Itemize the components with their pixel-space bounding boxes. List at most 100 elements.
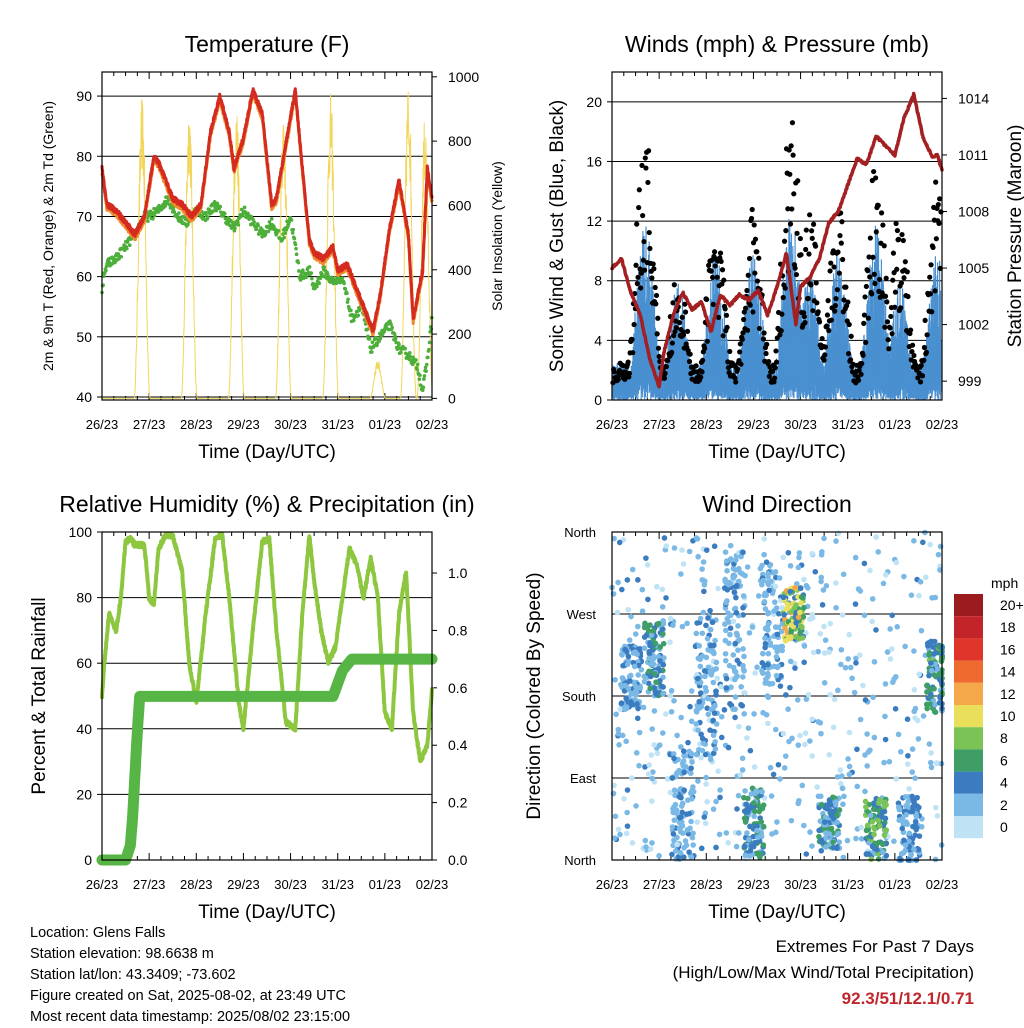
gust-point xyxy=(840,256,846,263)
wind-direction-point xyxy=(795,614,802,620)
gust-point xyxy=(791,191,797,197)
legend-label: 8 xyxy=(1000,730,1008,746)
wind-direction-point xyxy=(712,637,718,644)
wind-direction-point xyxy=(835,530,842,537)
gust-point xyxy=(898,280,904,286)
dewpoint-point xyxy=(251,217,255,222)
y2-tick-label: 600 xyxy=(448,197,472,213)
wind-direction-point xyxy=(847,664,854,671)
wind-direction-point xyxy=(846,631,853,638)
gust-point xyxy=(886,346,892,352)
extremes-values: 92.3/51/12.1/0.71 xyxy=(841,989,974,1008)
gust-point xyxy=(722,306,728,312)
wind-direction-point xyxy=(632,649,639,655)
y2-tick-label: 0.2 xyxy=(448,795,468,811)
wind-direction-point xyxy=(631,663,638,670)
gust-point xyxy=(670,300,676,306)
wind-direction-point xyxy=(826,751,832,758)
gust-point xyxy=(836,270,842,276)
y-tick-label: East xyxy=(570,771,596,786)
gust-point xyxy=(702,345,708,351)
gust-point xyxy=(821,357,827,363)
wind-direction-point xyxy=(776,575,783,581)
gust-point xyxy=(875,202,881,209)
dewpoint-point xyxy=(256,223,260,228)
y-tick-label: North xyxy=(564,525,596,540)
wind-direction-point xyxy=(724,567,730,574)
wind-direction-point xyxy=(815,718,822,725)
wind-direction-point xyxy=(651,708,658,714)
wind-direction-point xyxy=(828,813,835,819)
wind-direction-point xyxy=(911,648,917,654)
dewpoint-point xyxy=(233,226,237,231)
wind-direction-point xyxy=(732,605,739,612)
wind-direction-point xyxy=(639,608,646,614)
dewpoint-point xyxy=(222,211,227,216)
chart-title: Winds (mph) & Pressure (mb) xyxy=(625,31,929,57)
wind-direction-point xyxy=(879,841,886,848)
wind-direction-point xyxy=(688,765,694,772)
wind-direction-point xyxy=(707,756,714,763)
wind-direction-point xyxy=(713,844,719,851)
wind-direction-point xyxy=(817,818,824,824)
wind-direction-point xyxy=(629,566,636,573)
wind-direction-point xyxy=(821,650,828,656)
wind-direction-point xyxy=(614,609,621,616)
wind-direction-point xyxy=(687,790,694,797)
gust-point xyxy=(827,268,833,274)
wind-direction-point xyxy=(881,832,888,838)
wind-direction-point xyxy=(643,555,649,561)
wind-direction-point xyxy=(780,554,787,561)
wind-direction-point xyxy=(678,714,684,721)
wind-direction-point xyxy=(699,747,706,754)
dewpoint-point xyxy=(242,205,247,210)
gust-point xyxy=(700,357,706,363)
wind-direction-point xyxy=(677,850,684,856)
wind-direction-point xyxy=(928,667,935,674)
x-axis-label: Time (Day/UTC) xyxy=(708,442,846,463)
wind-direction-point xyxy=(660,684,666,690)
wind-direction-point xyxy=(787,563,794,569)
wind-direction-point xyxy=(641,678,648,685)
wind-direction-point xyxy=(760,650,766,657)
dewpoint-point xyxy=(307,265,312,269)
wind-direction-point xyxy=(793,602,799,608)
gust-point xyxy=(704,296,710,303)
gust-point xyxy=(825,298,831,304)
wind-direction-point xyxy=(754,827,760,834)
wind-direction-point xyxy=(871,734,878,741)
extremes-panel: Extremes For Past 7 Days (High/Low/Max W… xyxy=(673,934,974,1012)
gust-point xyxy=(751,222,757,228)
wind-direction-point xyxy=(867,812,874,819)
wind-direction-point xyxy=(722,627,729,634)
wind-direction-point xyxy=(936,699,943,706)
gust-point xyxy=(902,259,908,265)
gust-point xyxy=(635,274,641,280)
dewpoint-point xyxy=(254,227,259,231)
wind-direction-point xyxy=(744,564,751,570)
wind-direction-point xyxy=(888,646,895,652)
gust-point xyxy=(677,320,683,326)
wind-direction-point xyxy=(617,831,623,838)
gust-point xyxy=(888,313,894,320)
y2-tick-label: 1008 xyxy=(958,203,989,219)
gust-point xyxy=(773,348,779,354)
wind-direction-point xyxy=(710,679,717,686)
wind-direction-point xyxy=(697,690,704,696)
wind-direction-point xyxy=(920,713,927,719)
wind-direction-point xyxy=(774,648,781,655)
wind-direction-point xyxy=(840,571,847,578)
gust-point xyxy=(649,275,655,281)
x-tick-label: 31/23 xyxy=(831,877,864,892)
wind-direction-point xyxy=(775,610,782,617)
gust-point xyxy=(715,314,722,320)
gust-point xyxy=(708,268,714,274)
wind-direction-point xyxy=(803,851,810,857)
y-tick-label: South xyxy=(562,689,596,704)
dewpoint-point xyxy=(424,362,429,367)
wind-direction-point xyxy=(655,666,662,672)
wind-direction-point xyxy=(621,795,627,802)
wind-direction-point xyxy=(695,727,701,733)
wind-direction-point xyxy=(759,668,765,674)
dewpoint-point xyxy=(415,362,420,367)
